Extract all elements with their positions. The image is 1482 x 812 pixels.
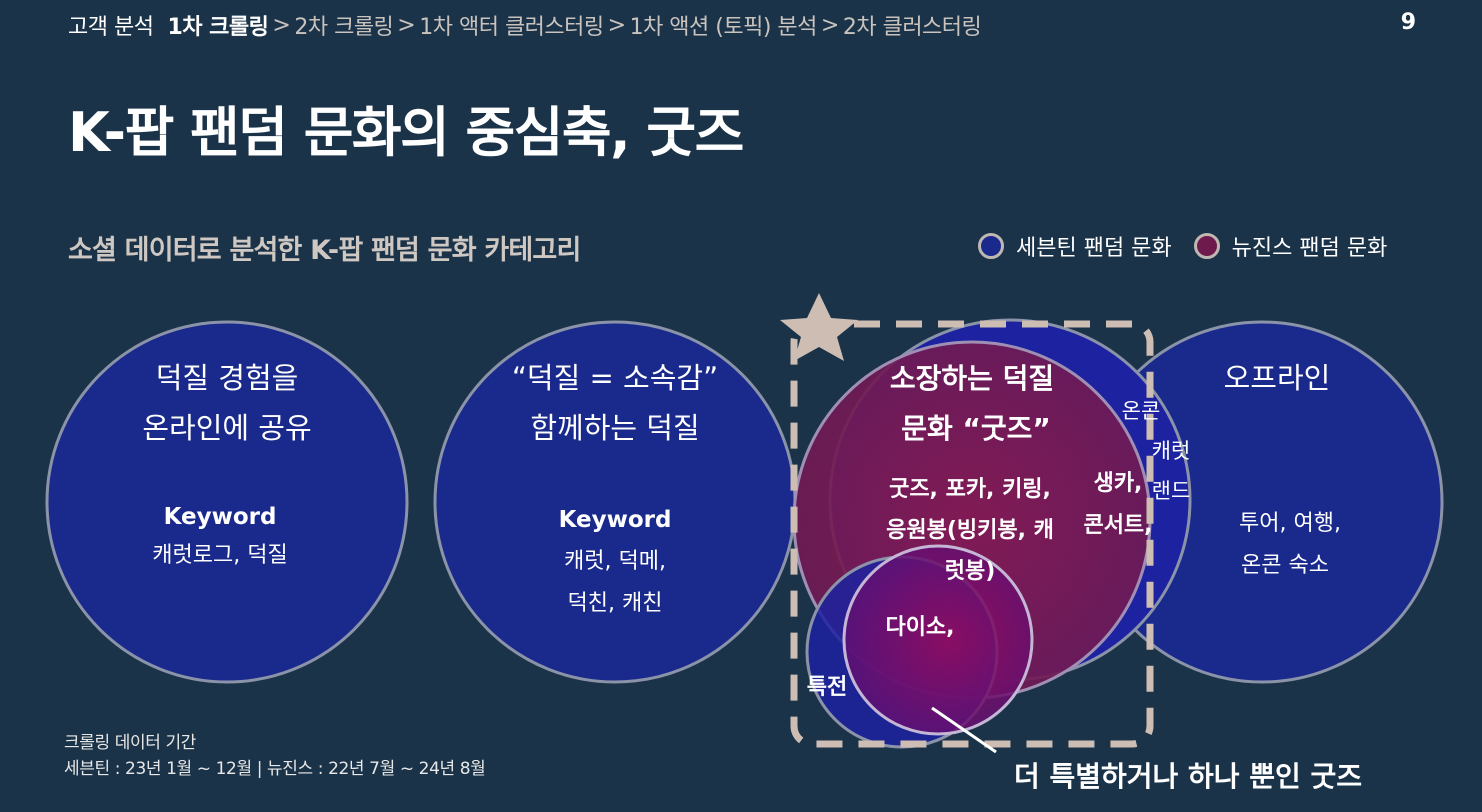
subcircle-special-newjeans <box>842 544 1034 736</box>
circle4-overlap-line2: 캐럿 <box>1152 439 1191 463</box>
page-title: K-팝 팬덤 문화의 중심축, 굿즈 <box>68 101 744 164</box>
section-subtitle: 소셜 데이터로 분석한 K-팝 팬덤 문화 카테고리 <box>68 235 581 266</box>
breadcrumb-separator: > <box>397 12 416 38</box>
circle3-items-small: 다이소, <box>885 615 954 640</box>
circle4-title: 오프라인 <box>1224 361 1331 395</box>
breadcrumb-item-2[interactable]: 2차 크롤링 <box>294 15 394 40</box>
category-circle-online-share <box>45 320 409 684</box>
circle3-items-line3: 럿봉) <box>945 559 996 584</box>
circle3-title-line1: 소장하는 덕질 <box>890 362 1054 395</box>
star-icon <box>780 293 858 361</box>
circle2-title-line2: 함께하는 덕질 <box>530 411 699 445</box>
breadcrumb-separator: > <box>607 12 626 38</box>
circle3-items-line1: 굿즈, 포카, 키링, <box>889 477 1051 502</box>
circle1-keyword-label: Keyword <box>164 504 277 530</box>
breadcrumb: 고객 분석 1차 크롤링 > 2차 크롤링 > 1차 액터 클러스터링 > 1차… <box>68 8 982 42</box>
circle1-keywords: 캐럿로그, 덕질 <box>152 543 287 568</box>
circle2-keywords-line2: 덕친, 캐친 <box>568 591 663 616</box>
breadcrumb-item-4[interactable]: 1차 액션 (토픽) 분석 <box>629 15 818 40</box>
legend-item-seventeen: 세븐틴 팬덤 문화 <box>978 230 1172 262</box>
circle2-title-line1: “덕질 = 소속감” <box>512 361 718 395</box>
breadcrumb-item-3[interactable]: 1차 액터 클러스터링 <box>419 15 604 40</box>
circle3-items-outer: 특전 <box>807 675 847 700</box>
breadcrumb-root[interactable]: 고객 분석 <box>68 15 154 40</box>
circle3-items-line2: 응원봉(빙키봉, 캐 <box>886 518 1054 543</box>
breadcrumb-item-1[interactable]: 1차 크롤링 <box>167 15 269 40</box>
circle4-keywords-line1: 투어, 여행, <box>1239 511 1341 536</box>
circle3-title-line2: 문화 “굿즈” <box>901 412 1051 445</box>
breadcrumb-item-5[interactable]: 2차 클러스터링 <box>842 15 982 40</box>
breadcrumb-separator: > <box>820 12 839 38</box>
legend-item-newjeans: 뉴진스 팬덤 문화 <box>1193 230 1388 262</box>
circle2-keyword-label: Keyword <box>559 507 672 533</box>
footnote-title: 크롤링 데이터 기간 <box>64 733 196 753</box>
circle1-title-line1: 덕질 경험을 <box>156 361 299 395</box>
circle4-keywords-line2: 온콘 숙소 <box>1241 553 1329 578</box>
callout-line <box>931 706 997 754</box>
legend-swatch-newjeans <box>1193 233 1220 259</box>
legend: 세븐틴 팬덤 문화 뉴진스 팬덤 문화 <box>978 230 1387 262</box>
circle2-keywords-line1: 캐럿, 덕메, <box>564 549 666 574</box>
breadcrumb-separator: > <box>272 12 291 38</box>
footnote: 크롤링 데이터 기간 세븐틴 : 23년 1월 ~ 12월 | 뉴진스 : 22… <box>64 730 486 782</box>
legend-label-seventeen: 세븐틴 팬덤 문화 <box>1016 236 1172 261</box>
page-number: 9 <box>1400 10 1416 35</box>
callout-text: 더 특별하거나 하나 뿐인 굿즈 <box>1014 760 1362 793</box>
circle3-items-right-line2: 콘서트, <box>1083 513 1152 538</box>
circle4-overlap-line1: 온콘 <box>1122 399 1161 423</box>
circle4-overlap-line3: 랜드 <box>1152 479 1191 503</box>
legend-label-newjeans: 뉴진스 팬덤 문화 <box>1231 236 1388 261</box>
circle1-title-line2: 온라인에 공유 <box>142 411 311 445</box>
footnote-period: 세븐틴 : 23년 1월 ~ 12월 | 뉴진스 : 22년 7월 ~ 24년 … <box>64 759 486 779</box>
circle3-items-right-line1: 생카, <box>1094 471 1143 496</box>
legend-swatch-seventeen <box>978 233 1004 259</box>
